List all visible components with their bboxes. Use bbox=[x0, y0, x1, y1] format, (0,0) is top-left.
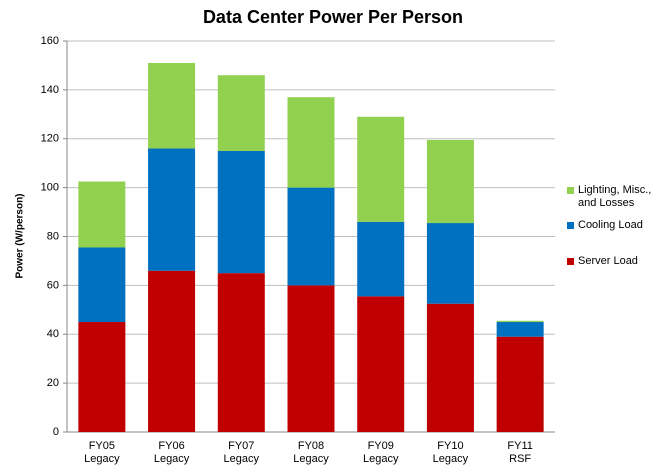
bar-segment bbox=[287, 97, 335, 188]
x-tick-label: FY07 bbox=[228, 440, 254, 452]
x-tick-label: Legacy bbox=[154, 453, 190, 465]
bar-segment bbox=[78, 181, 126, 248]
y-tick-label: 40 bbox=[47, 328, 59, 340]
legend-label: Server Load bbox=[578, 255, 638, 267]
bar-segment bbox=[287, 285, 335, 432]
y-axis-title: Power (W/person) bbox=[15, 193, 26, 278]
bar-segment bbox=[217, 150, 265, 274]
bar-segment bbox=[148, 62, 196, 149]
y-tick-label: 160 bbox=[41, 35, 59, 47]
y-tick-label: 0 bbox=[53, 426, 59, 438]
bar-segment bbox=[357, 296, 405, 432]
y-tick-label: 120 bbox=[41, 133, 59, 145]
x-tick-label: RSF bbox=[509, 453, 531, 465]
legend-swatch bbox=[567, 258, 574, 265]
x-tick-label: Legacy bbox=[224, 453, 260, 465]
x-tick-label: FY08 bbox=[298, 440, 324, 452]
x-tick-label: FY06 bbox=[158, 440, 184, 452]
bar-segment bbox=[496, 322, 544, 337]
legend-label: Lighting, Misc., and Losses bbox=[578, 184, 652, 209]
y-tick-label: 20 bbox=[47, 377, 59, 389]
chart-title: Data Center Power Per Person bbox=[203, 7, 463, 27]
bar-segment bbox=[357, 116, 405, 222]
legend-label: Cooling Load bbox=[578, 219, 643, 231]
x-tick-label: FY09 bbox=[368, 440, 394, 452]
y-tick-label: 80 bbox=[47, 230, 59, 242]
bar-segment bbox=[217, 75, 265, 151]
bar-segment bbox=[496, 336, 544, 432]
bar-segment bbox=[217, 273, 265, 432]
x-tick-label: Legacy bbox=[363, 453, 399, 465]
legend-item: Lighting, Misc., and Losses bbox=[567, 184, 662, 210]
legend-swatch bbox=[567, 222, 574, 229]
legend-item: Cooling Load bbox=[567, 219, 662, 232]
bar-segment bbox=[287, 187, 335, 286]
x-tick-label: FY11 bbox=[507, 440, 532, 452]
bar-segment bbox=[78, 322, 126, 432]
bar-segment bbox=[426, 223, 474, 304]
legend-swatch bbox=[567, 187, 574, 194]
x-tick-label: FY05 bbox=[89, 440, 115, 452]
x-tick-label: Legacy bbox=[293, 453, 329, 465]
bar-segment bbox=[78, 247, 126, 323]
y-tick-label: 60 bbox=[47, 279, 59, 291]
x-tick-label: Legacy bbox=[84, 453, 120, 465]
y-tick-label: 100 bbox=[41, 182, 59, 194]
legend-item: Server Load bbox=[567, 255, 662, 268]
bar-segment bbox=[426, 303, 474, 432]
bar-segment bbox=[426, 139, 474, 224]
bar-segment bbox=[496, 320, 544, 323]
y-tick-label: 140 bbox=[41, 84, 59, 96]
bar-segment bbox=[148, 270, 196, 432]
bar-segment bbox=[357, 221, 405, 297]
x-tick-label: Legacy bbox=[433, 453, 469, 465]
x-tick-label: FY10 bbox=[437, 440, 463, 452]
bar-segment bbox=[148, 148, 196, 271]
